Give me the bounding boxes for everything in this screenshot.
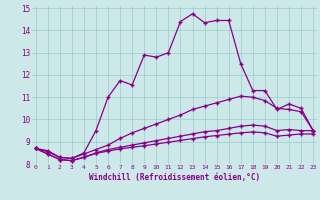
X-axis label: Windchill (Refroidissement éolien,°C): Windchill (Refroidissement éolien,°C)	[89, 173, 260, 182]
